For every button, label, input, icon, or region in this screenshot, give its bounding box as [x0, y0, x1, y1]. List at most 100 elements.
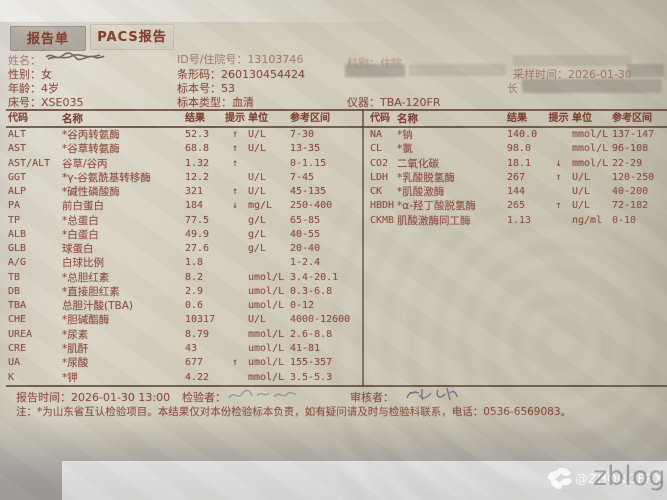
cell-unit: U/L [572, 200, 591, 212]
cell-flag [545, 185, 572, 199]
lab-result-row: PA 前白蛋白 184 ↓ mg/L 250-400 [8, 199, 360, 213]
cell-unit: U/L [572, 171, 591, 183]
sample-barcode: 条形码：260130454424 [177, 68, 305, 81]
lab-result-row: TB *总胆红素 8.2 umol/L 3.4-20.1 [8, 271, 360, 285]
cell-name: 白球比例 [62, 257, 104, 270]
cell-result: 267 [507, 171, 526, 183]
cell-name: *钾 [62, 371, 78, 384]
cell-flag [222, 214, 248, 228]
cell-flag: ↑ [555, 200, 562, 212]
patient-sex: 性别：女 [8, 68, 52, 81]
cell-flag [545, 214, 572, 228]
cell-flag: ↑ [231, 186, 239, 198]
reviewer-signature [406, 387, 458, 401]
cell-result: 184 [185, 200, 204, 212]
cell-result: 49.9 [185, 228, 210, 240]
instrument: 仪器：TBA-120FR [347, 96, 441, 109]
sample-type: 标本类型：血清 [177, 96, 254, 109]
cell-name: *尿酸 [62, 357, 89, 370]
cell-result: 4.22 [185, 371, 210, 383]
cell-result: 18.1 [507, 157, 532, 169]
tab-report[interactable]: 报告单 [10, 26, 86, 51]
tab-pacs-report[interactable]: PACS报告 [90, 24, 174, 50]
cell-flag [222, 371, 248, 385]
lab-result-row: TP *总蛋白 77.5 g/L 65-85 [8, 214, 360, 228]
patient-name-label: 姓名： [8, 54, 41, 67]
cell-code: CKMB [370, 214, 395, 226]
table-header-rule [6, 126, 667, 128]
cell-unit: mmol/L [248, 328, 285, 340]
cell-reference: 20-40 [290, 243, 321, 255]
lab-result-row: GLB 球蛋白 27.6 g/L 20-40 [8, 242, 360, 256]
cell-result: 677 [185, 357, 204, 369]
lab-result-row: ALT *谷丙转氨酶 52.3 ↑ U/L 7-30 [8, 128, 360, 142]
cell-name: 总胆汁酸(TBA) [62, 300, 133, 313]
cell-result: 68.8 [185, 143, 210, 155]
cell-code: GLB [8, 243, 27, 255]
cell-result: 144 [507, 186, 526, 198]
cell-result: 1.13 [507, 214, 532, 226]
cell-reference: 41-81 [290, 342, 321, 354]
column-header: 单位 [248, 113, 268, 124]
lab-result-row: NA *钠 140.0 mmol/L 137-147 [370, 128, 667, 142]
cell-code: A/G [8, 257, 27, 269]
cell-code: HBDH [370, 200, 395, 212]
lab-result-row: AST *谷草转氨酶 68.8 ↑ U/L 13-35 [8, 142, 360, 156]
cell-reference: 0-1.15 [290, 157, 327, 169]
bed-number: 床号：XSE035 [8, 96, 84, 109]
redacted-ward-name [409, 64, 506, 76]
cell-reference: 1-2.4 [290, 257, 321, 269]
patient-age: 年龄：4岁 [8, 82, 59, 95]
cell-name: *乳酸脱氢酶 [397, 171, 455, 184]
cell-result: 8.2 [185, 271, 204, 283]
cell-unit: mmol/L [572, 129, 609, 140]
cell-unit: umol/L [248, 357, 285, 369]
lab-result-row: ALB *白蛋白 49.9 g/L 40-55 [8, 228, 360, 242]
cell-reference: 7-45 [290, 171, 315, 183]
examiner-signature [228, 389, 297, 399]
cell-unit: U/L [248, 143, 267, 155]
cell-reference: 96-108 [612, 143, 649, 155]
cell-reference: 40-55 [290, 228, 321, 240]
cell-name: *碱性磷酸酶 [62, 186, 120, 199]
cell-code: CO2 [370, 157, 389, 169]
cell-code: AST [8, 143, 27, 155]
cell-result: 265 [507, 200, 526, 212]
lab-result-row: DB *直接胆红素 2.9 umol/L 0.3-6.8 [8, 285, 360, 299]
redacted-ward-field [345, 64, 405, 77]
cell-reference: 4000-12600 [290, 314, 351, 326]
cell-flag [222, 328, 248, 342]
cell-flag [222, 242, 248, 256]
cell-unit: U/L [248, 314, 267, 326]
cell-name: *总蛋白 [62, 214, 99, 227]
cell-unit: umol/L [248, 285, 285, 297]
cell-name: 谷草/谷丙 [62, 157, 108, 170]
cell-result: 77.5 [185, 214, 210, 226]
cell-flag: ↑ [231, 357, 239, 369]
cell-flag [222, 285, 248, 299]
name-scribble-redaction [45, 52, 105, 61]
cell-result: 52.3 [185, 129, 210, 140]
cell-code: K [8, 371, 15, 383]
cell-name: *谷草转氨酶 [62, 143, 120, 156]
cell-result: 2.9 [185, 285, 204, 297]
cell-flag [222, 228, 248, 242]
cell-code: ALT [8, 129, 27, 140]
column-header: 参考区间 [612, 113, 652, 124]
lab-result-row: TBA 总胆汁酸(TBA) 0.6 umol/L 0-12 [8, 299, 360, 313]
lab-result-row: CHE *胆碱酯酶 10317 U/L 4000-12600 [8, 313, 360, 327]
column-header: 结果 [185, 113, 205, 124]
right-table-header: 代码 名称 结果 提示 单位 参考区间 [370, 111, 667, 127]
cell-flag [222, 342, 248, 356]
redacted-header-field [513, 55, 631, 66]
examiner-label: 检验者： [182, 391, 226, 404]
cell-reference: 13-35 [290, 143, 321, 155]
cell-result: 10317 [185, 314, 216, 326]
column-header: 单位 [572, 113, 592, 124]
cell-unit: ng/ml [572, 214, 603, 226]
column-header: 参考区间 [290, 113, 330, 124]
lab-result-row: LDH *乳酸脱氢酶 267 ↑ U/L 120-250 [370, 171, 667, 185]
patient-id-line: ID号/住院号：13103746 [177, 53, 304, 66]
lab-result-row: CL *氯 98.0 mmol/L 96-108 [370, 142, 667, 156]
